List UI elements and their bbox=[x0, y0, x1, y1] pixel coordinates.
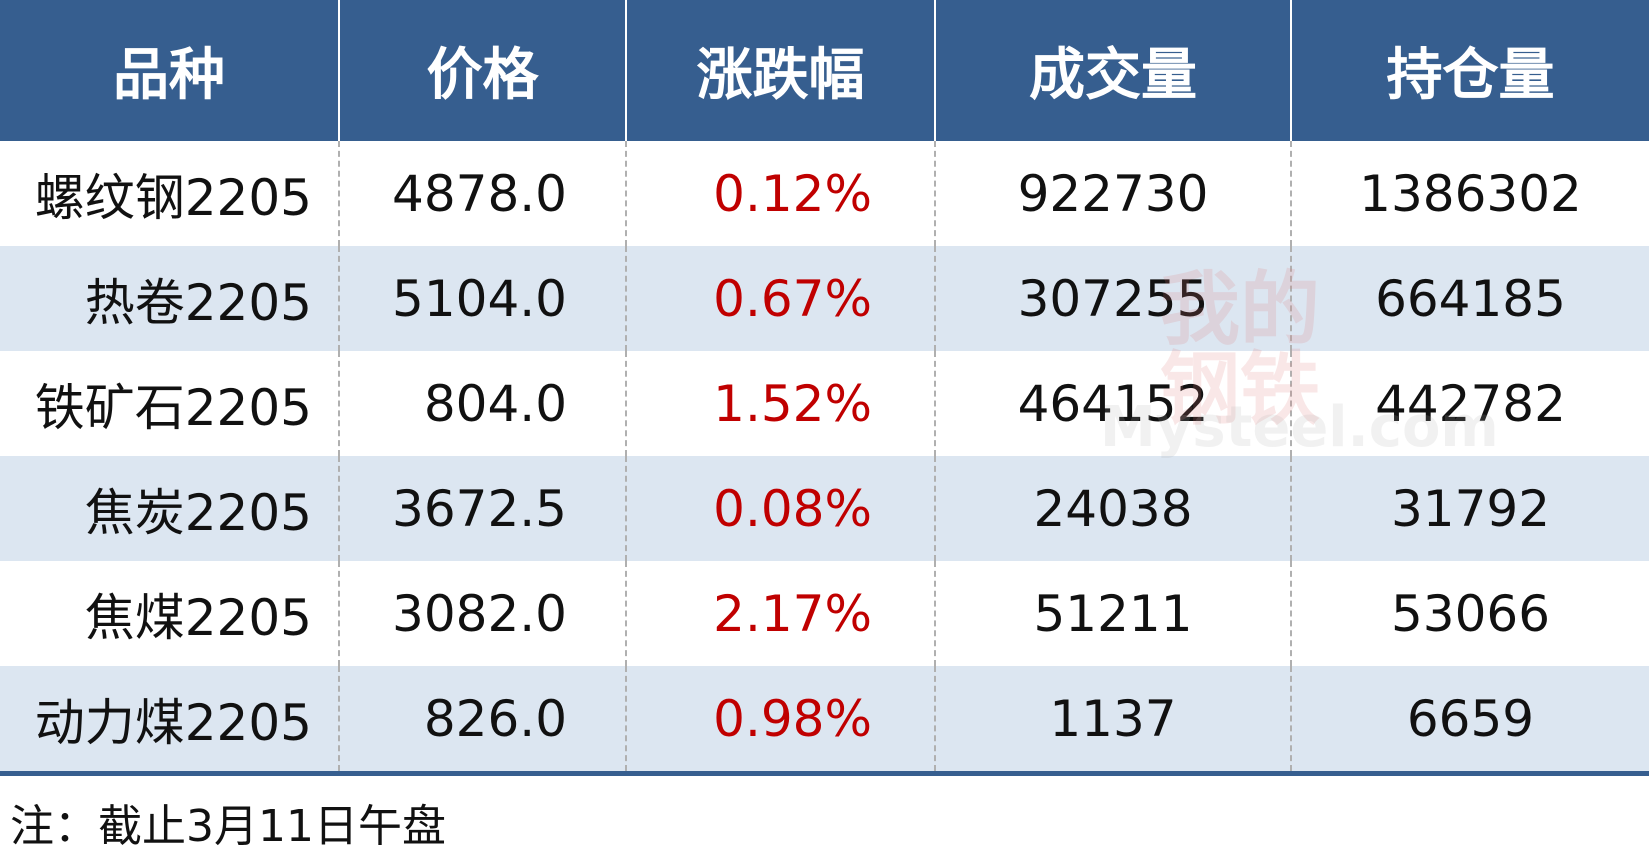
watermark: 钢铁 bbox=[1160, 343, 1320, 436]
header-cell: 品种 bbox=[0, 0, 340, 141]
table-cell: 热卷2205 bbox=[0, 246, 340, 351]
table-cell: 442782 bbox=[1375, 374, 1566, 433]
watermark: Mysteel.com bbox=[1100, 395, 1499, 460]
table-cell: 3672.5 bbox=[340, 456, 627, 561]
table-cell: 动力煤2205 bbox=[0, 666, 340, 771]
table-cell: 0.98% bbox=[627, 666, 936, 771]
table-cell: 0.08% bbox=[627, 456, 936, 561]
table-cell: 922730 bbox=[936, 141, 1292, 246]
table-cell: 焦煤2205 bbox=[0, 561, 340, 666]
bottom-rule bbox=[0, 771, 1649, 776]
table-cell: 6659 bbox=[1406, 689, 1535, 748]
table-row: 焦炭2205 3672.5 0.08% 24038 31792 bbox=[0, 456, 1649, 561]
table-cell: 0.67% bbox=[627, 246, 936, 351]
table-row: 热卷2205 5104.0 0.67% 307255 664185 bbox=[0, 246, 1649, 351]
table-cell: 4878.0 bbox=[340, 141, 627, 246]
header-cell: 持仓量 bbox=[1386, 43, 1555, 108]
table-cell: 826.0 bbox=[340, 666, 627, 771]
table-cell: 24038 bbox=[936, 456, 1292, 561]
table-cell: 5104.0 bbox=[340, 246, 627, 351]
table-cell: 螺纹钢2205 bbox=[0, 141, 340, 246]
table-cell: 1137 bbox=[936, 666, 1292, 771]
table-row: 螺纹钢2205 4878.0 0.12% 922730 1386302 bbox=[0, 141, 1649, 246]
table-cell: 804.0 bbox=[340, 351, 627, 456]
table-cell: 307255 bbox=[936, 246, 1292, 351]
table-cell: 2.17% bbox=[627, 561, 936, 666]
table-cell: 51211 bbox=[936, 561, 1292, 666]
table-cell: 铁矿石2205 bbox=[0, 351, 340, 456]
header-row: 品种 价格 涨跌幅 成交量 持仓量 bbox=[0, 0, 1649, 141]
table-cell: 664185 bbox=[1375, 269, 1566, 328]
table-cell: 1386302 bbox=[1359, 164, 1582, 223]
table-row: 铁矿石2205 804.0 1.52% 464152 442782 bbox=[0, 351, 1649, 456]
table-row: 动力煤2205 826.0 0.98% 1137 6659 bbox=[0, 666, 1649, 771]
table: 品种 价格 涨跌幅 成交量 持仓量螺纹钢2205 4878.0 0.12% 922730 138… bbox=[0, 0, 1649, 771]
table-cell: 53066 bbox=[1390, 584, 1551, 643]
table-cell: 焦炭2205 bbox=[0, 456, 340, 561]
table-cell: 1.52% bbox=[627, 351, 936, 456]
header-cell: 涨跌幅 bbox=[627, 0, 936, 141]
header-cell: 成交量 bbox=[936, 0, 1292, 141]
note: 注：截止3月11日午盘 bbox=[10, 801, 446, 852]
table-row: 焦煤2205 3082.0 2.17% 51211 53066 bbox=[0, 561, 1649, 666]
table-cell: 464152 bbox=[936, 351, 1292, 456]
table-cell: 3082.0 bbox=[340, 561, 627, 666]
table-cell: 31792 bbox=[1390, 479, 1551, 538]
watermark: 我的 bbox=[1160, 263, 1320, 356]
header-cell: 价格 bbox=[340, 0, 627, 141]
table-cell: 0.12% bbox=[627, 141, 936, 246]
